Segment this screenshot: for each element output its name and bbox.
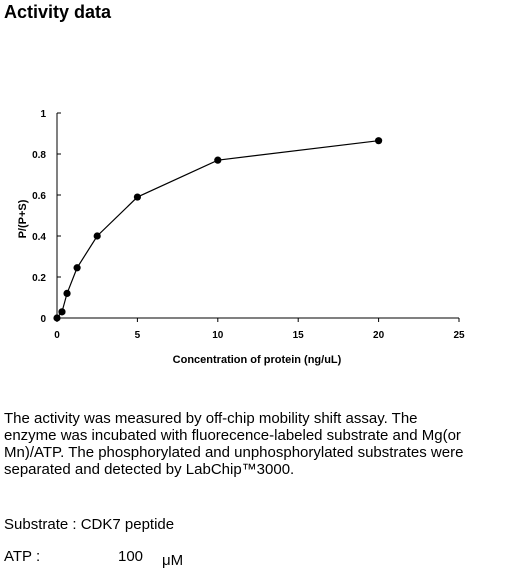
y-tick-label: 0.8 — [32, 150, 46, 161]
page-heading: Activity data — [4, 2, 112, 22]
atp-unit: μM — [162, 552, 184, 569]
x-tick-label: 20 — [373, 330, 385, 341]
x-tick-label: 0 — [54, 330, 60, 341]
atp-value: 100 — [118, 548, 144, 565]
data-point — [93, 232, 101, 240]
x-tick-label: 10 — [212, 330, 224, 341]
series-line — [56, 140, 379, 319]
data-point — [214, 156, 222, 164]
y-tick-label: 0 — [40, 314, 46, 325]
data-point — [53, 314, 61, 322]
atp-label: ATP : — [4, 548, 41, 565]
data-point — [375, 137, 383, 145]
chart-axes — [56, 113, 459, 319]
atp-info: ATP : 100 μM — [4, 548, 183, 569]
data-point — [58, 308, 66, 316]
description-line: The activity was measured by off-chip mo… — [4, 410, 418, 427]
chart-ticks: 0 5 10 15 20 25 0 0.2 0.4 0.6 0.8 1 — [32, 109, 465, 341]
y-tick-label: 0.2 — [32, 273, 46, 284]
y-tick-label: 1 — [40, 109, 46, 120]
description-line: enzyme was incubated with fluorecence-la… — [4, 427, 461, 444]
x-tick-label: 5 — [135, 330, 141, 341]
assay-description: The activity was measured by off-chip mo… — [4, 410, 516, 478]
y-tick-label: 0.6 — [32, 191, 46, 202]
x-tick-label: 25 — [453, 330, 465, 341]
y-axis-title: P/(P+S) — [17, 199, 29, 238]
chart-series — [53, 137, 383, 322]
description-line: separated and detected by LabChip™3000. — [4, 461, 295, 478]
x-tick-label: 15 — [293, 330, 305, 341]
data-point — [63, 289, 71, 297]
y-tick-label: 0.4 — [32, 232, 46, 243]
x-axis-title: Concentration of protein (ng/uL) — [173, 354, 342, 366]
data-point — [73, 264, 81, 272]
data-point — [133, 193, 141, 201]
description-line: Mn)/ATP. The phosphorylated and unphosph… — [4, 444, 464, 461]
substrate-info: Substrate : CDK7 peptide — [4, 516, 175, 533]
activity-chart: 0 5 10 15 20 25 0 0.2 0.4 0.6 0.8 1 Concentration o… — [17, 109, 465, 366]
